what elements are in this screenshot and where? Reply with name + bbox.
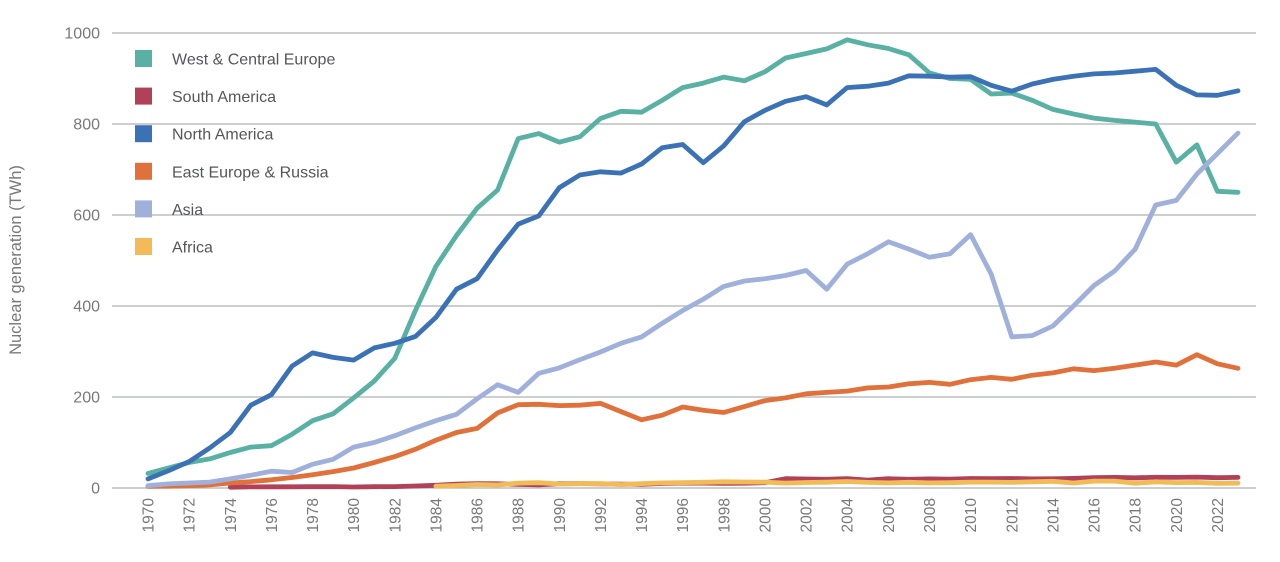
x-tick-label-1972: 1972 xyxy=(182,498,199,532)
x-tick-label-2002: 2002 xyxy=(799,498,816,532)
legend: West & Central Europe South America North … xyxy=(135,50,335,257)
x-tick-label-2022: 2022 xyxy=(1210,498,1227,532)
series-line-asia xyxy=(145,130,1241,489)
x-tick-label-1988: 1988 xyxy=(511,498,528,532)
x-tick-label-2008: 2008 xyxy=(922,498,939,532)
x-tick-label-1984: 1984 xyxy=(428,498,445,533)
x-tick-label-1980: 1980 xyxy=(346,498,363,533)
y-axis-title: Nuclear generation (TWh) xyxy=(7,165,25,355)
legend-swatch-north-america xyxy=(135,125,152,143)
legend-label-west-central-europe: West & Central Europe xyxy=(172,52,335,69)
legend-label-asia: Asia xyxy=(172,202,203,219)
legend-label-east-europe-russia: East Europe & Russia xyxy=(172,164,329,181)
x-tick-label-2020: 2020 xyxy=(1169,498,1186,533)
x-tick-label-2006: 2006 xyxy=(881,498,898,532)
y-tick-label-0: 0 xyxy=(91,481,100,498)
x-tick-label-2014: 2014 xyxy=(1045,498,1062,533)
x-tick-label-1998: 1998 xyxy=(716,498,733,532)
x-tick-label-2004: 2004 xyxy=(840,498,857,533)
y-tick-label-600: 600 xyxy=(73,208,100,225)
series-line-east-europe-russia xyxy=(145,352,1241,489)
series-line-west-central-europe xyxy=(145,37,1241,476)
x-tick-label-1970: 1970 xyxy=(141,498,158,533)
axis-tick-labels: 0 200 400 600 800 1000 1970 1972 1974 1976 1978 198… xyxy=(64,26,1226,533)
y-tick-label-400: 400 xyxy=(73,299,100,316)
legend-swatch-asia xyxy=(135,200,152,218)
legend-label-south-america: South America xyxy=(172,89,276,106)
x-tick-label-1976: 1976 xyxy=(264,498,281,532)
series-lines xyxy=(145,37,1241,490)
series-line-north-america xyxy=(145,67,1241,482)
x-tick-label-2010: 2010 xyxy=(963,498,980,533)
x-tick-label-1994: 1994 xyxy=(634,498,651,533)
y-tick-label-200: 200 xyxy=(73,390,100,407)
x-tick-label-2012: 2012 xyxy=(1004,498,1021,532)
series-line-africa xyxy=(433,478,1241,489)
x-tick-label-1978: 1978 xyxy=(305,498,322,532)
x-tick-label-2018: 2018 xyxy=(1128,498,1145,532)
x-tick-label-1974: 1974 xyxy=(223,498,240,533)
y-tick-label-1000: 1000 xyxy=(64,26,100,43)
y-tick-label-800: 800 xyxy=(73,117,100,134)
gridlines xyxy=(112,32,1256,489)
x-tick-label-1982: 1982 xyxy=(387,498,404,532)
legend-swatch-south-america xyxy=(135,87,152,105)
x-tick-label-1986: 1986 xyxy=(470,498,487,532)
x-tick-label-1990: 1990 xyxy=(552,498,569,533)
legend-swatch-west-central-europe xyxy=(135,50,152,67)
legend-swatch-east-europe-russia xyxy=(135,162,152,180)
x-tick-label-1996: 1996 xyxy=(675,498,692,532)
legend-label-north-america: North America xyxy=(172,127,273,144)
x-tick-label-2000: 2000 xyxy=(758,498,775,533)
legend-swatch-africa xyxy=(135,238,152,255)
x-tick-label-1992: 1992 xyxy=(593,498,610,532)
legend-label-africa: Africa xyxy=(172,240,213,257)
x-tick-label-2016: 2016 xyxy=(1087,498,1104,532)
